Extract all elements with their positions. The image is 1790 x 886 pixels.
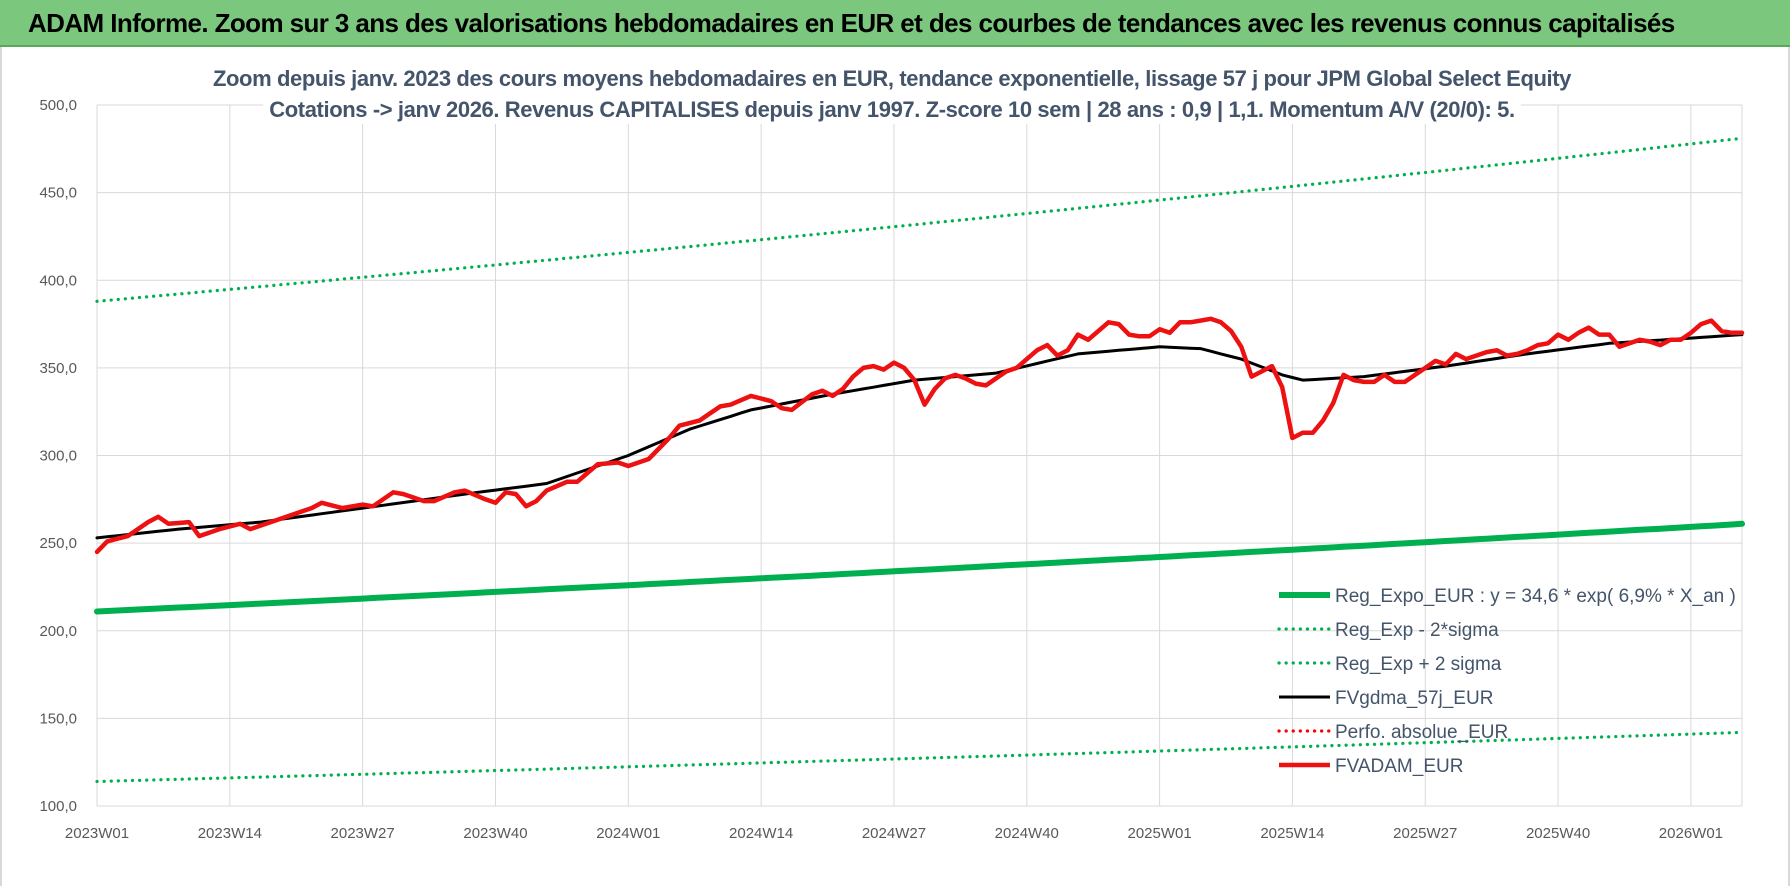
- x-tick-label: 2024W01: [596, 825, 660, 842]
- y-tick-label: 150,0: [39, 710, 77, 727]
- chart-title-line-2: Cotations -> janv 2026. Revenus CAPITALI…: [269, 97, 1514, 122]
- grid-layer: [96, 104, 1743, 807]
- y-tick-label: 500,0: [39, 97, 77, 114]
- x-tick-label: 2023W27: [331, 825, 395, 842]
- x-tick-label: 2025W14: [1260, 825, 1324, 842]
- x-tick-label: 2023W01: [65, 825, 129, 842]
- x-axis: 2023W01 2023W14 2023W27 2023W40 2024W01 2024W…: [65, 825, 1723, 842]
- series-line-reg_exp: [95, 730, 1744, 784]
- legend-label: Reg_Exp - 2*sigma: [1335, 620, 1499, 641]
- x-tick-label: 2025W27: [1393, 825, 1457, 842]
- legend-label: Perfo. absolue_EUR: [1335, 722, 1508, 743]
- y-tick-label: 200,0: [39, 623, 77, 640]
- x-tick-label: 2024W14: [729, 825, 793, 842]
- series-line-fvadam_eur: [94, 316, 1745, 555]
- series-layer: [94, 136, 1745, 784]
- y-tick-label: 250,0: [39, 535, 77, 552]
- y-tick-label: 100,0: [39, 798, 77, 815]
- x-tick-label: 2024W40: [995, 825, 1059, 842]
- y-tick-label: 400,0: [39, 272, 77, 289]
- title-backing-0: [206, 64, 1579, 93]
- chart-frame: Zoom depuis janv. 2023 des cours moyens …: [0, 47, 1790, 886]
- x-tick-label: 2023W14: [198, 825, 262, 842]
- x-tick-label: 2024W27: [862, 825, 926, 842]
- line-chart: Zoom depuis janv. 2023 des cours moyens …: [39, 64, 1745, 842]
- x-tick-label: 2026W01: [1659, 825, 1723, 842]
- legend-label: Reg_Expo_EUR : y = 34,6 * exp( 6,9% * X_…: [1335, 586, 1736, 607]
- y-tick-label: 350,0: [39, 360, 77, 377]
- series-line-reg_exp: [95, 136, 1744, 303]
- legend: Reg_Expo_EUR : y = 34,6 * exp( 6,9% * X_…: [1277, 586, 1736, 777]
- x-tick-label: 2025W40: [1526, 825, 1590, 842]
- title-backing-1: [263, 95, 1521, 124]
- legend-label: Reg_Exp + 2 sigma: [1335, 654, 1502, 675]
- x-tick-label: 2023W40: [463, 825, 527, 842]
- legend-label: FVgdma_57j_EUR: [1335, 688, 1493, 709]
- x-tick-label: 2025W01: [1127, 825, 1191, 842]
- y-tick-label: 300,0: [39, 448, 77, 465]
- y-axis: 100,0 150,0 200,0 250,0 300,0 350,0 400,0 450,0…: [39, 97, 77, 815]
- report-banner: ADAM Informe. Zoom sur 3 ans des valoris…: [0, 0, 1790, 47]
- report-title: ADAM Informe. Zoom sur 3 ans des valoris…: [28, 8, 1675, 38]
- series-line-reg_expo_eur: [94, 520, 1745, 615]
- y-tick-label: 450,0: [39, 185, 77, 202]
- chart-title-line-1: Zoom depuis janv. 2023 des cours moyens …: [213, 66, 1572, 91]
- legend-label: FVADAM_EUR: [1335, 756, 1463, 777]
